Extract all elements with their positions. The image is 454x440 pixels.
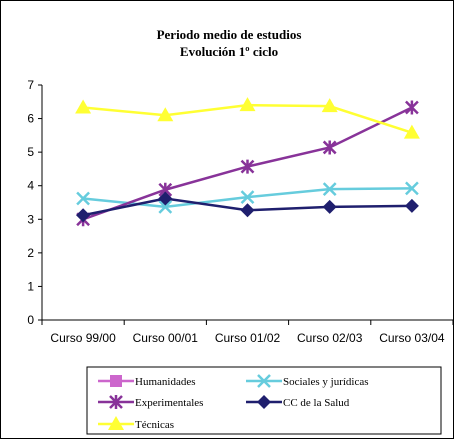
series-3: [76, 191, 419, 223]
legend-item: Experimentales: [98, 395, 203, 409]
legend-item: Humanidades: [98, 375, 195, 388]
legend: Humanidades Sociales y jurídicas Experimen…: [86, 366, 442, 435]
y-tick-label: 3: [27, 212, 34, 226]
data-point: [240, 190, 255, 205]
y-tick-label: 4: [27, 179, 34, 193]
x-tick-label: Curso 01/02: [215, 331, 281, 345]
plot-area: [75, 97, 420, 227]
legend-label: Técnicas: [135, 419, 174, 431]
data-point: [405, 100, 419, 115]
x-tick-label: Curso 99/00: [50, 331, 116, 345]
y-tick-label: 0: [27, 313, 34, 327]
y-tick-label: 1: [27, 279, 34, 293]
data-point: [157, 107, 174, 122]
legend-item: Sociales y jurídicas: [246, 374, 369, 388]
data-point: [322, 182, 337, 196]
data-point: [239, 97, 256, 112]
x-axis: Curso 99/00 Curso 00/01 Curso 01/02 Curso 0…: [41, 319, 454, 345]
data-point: [75, 99, 92, 114]
data-point: [76, 208, 91, 223]
y-axis: 0 1 2 3 4 5 6 7: [27, 78, 43, 327]
data-point: [158, 199, 173, 214]
legend-label: Experimentales: [135, 397, 203, 409]
data-point: [321, 98, 338, 113]
legend-marker: [257, 395, 271, 409]
x-tick-label: Curso 03/04: [379, 331, 445, 345]
legend-label: CC de la Salud: [283, 397, 350, 409]
y-tick-label: 5: [27, 145, 34, 159]
legend-marker: [110, 375, 122, 387]
chart-title-area: Periodo medio de estudios Evolución 1º c…: [157, 27, 302, 59]
series-4: [75, 97, 420, 139]
data-point: [240, 203, 255, 218]
x-tick-label: Curso 02/03: [297, 331, 363, 345]
legend-label: Humanidades: [135, 376, 195, 388]
legend-marker: [109, 395, 123, 409]
data-point: [322, 140, 337, 155]
y-tick-label: 7: [27, 78, 34, 92]
legend-item: CC de la Salud: [246, 395, 350, 409]
y-tick-label: 6: [27, 112, 34, 126]
data-point: [404, 198, 419, 213]
legend-marker: [108, 416, 124, 430]
chart-subtitle: Evolución 1º ciclo: [180, 44, 278, 59]
legend-item: Técnicas: [98, 416, 174, 431]
x-tick-label: Curso 00/01: [133, 331, 199, 345]
data-point: [322, 199, 337, 214]
legend-label: Sociales y jurídicas: [283, 376, 369, 388]
legend-marker: [257, 374, 271, 388]
data-point: [158, 191, 173, 206]
chart-title: Periodo medio de estudios: [157, 27, 302, 42]
y-tick-label: 2: [27, 246, 34, 260]
data-point: [403, 124, 420, 139]
data-point: [405, 181, 419, 196]
data-point: [76, 191, 90, 206]
data-point: [240, 159, 255, 174]
